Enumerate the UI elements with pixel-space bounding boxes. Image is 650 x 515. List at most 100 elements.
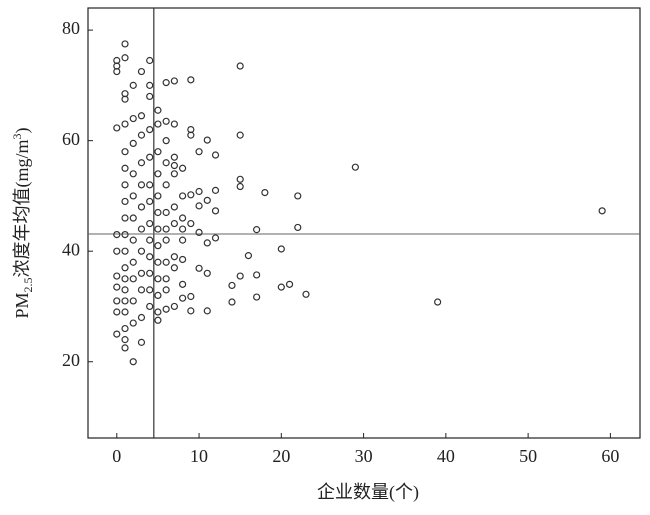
point [113, 124, 121, 132]
point [137, 313, 146, 322]
point [146, 125, 154, 134]
point [121, 148, 129, 156]
x-tick-label: 50 [519, 446, 537, 466]
point [179, 225, 187, 233]
point [170, 203, 178, 211]
point [129, 139, 137, 148]
y-label-part: PM [12, 292, 32, 318]
point [170, 120, 178, 128]
point [146, 253, 154, 261]
point [121, 95, 129, 103]
x-tick-label: 30 [355, 446, 373, 466]
point [137, 67, 146, 76]
point [162, 286, 170, 294]
point [598, 207, 606, 215]
point [203, 136, 211, 144]
point [113, 247, 121, 255]
point [277, 283, 285, 291]
x-axis-label: 企业数量(个) [317, 482, 419, 503]
point [121, 120, 129, 128]
point [146, 197, 154, 206]
plot-frame [87, 7, 641, 439]
point [162, 79, 170, 87]
point [129, 358, 137, 366]
point [146, 219, 154, 228]
point [244, 252, 253, 260]
point [121, 164, 129, 172]
point [129, 258, 137, 266]
point [179, 192, 187, 200]
point [236, 175, 244, 183]
point [154, 225, 162, 233]
point [137, 159, 146, 167]
point [146, 286, 154, 294]
point [121, 275, 129, 283]
point [129, 114, 137, 123]
point [203, 239, 211, 247]
point [154, 291, 162, 300]
point [162, 258, 170, 266]
y-label-sub: 2.5 [21, 277, 35, 292]
point [154, 192, 162, 200]
y-label-part: ) [12, 127, 33, 133]
point [236, 272, 244, 280]
point [121, 308, 129, 316]
point [195, 228, 203, 236]
point [170, 219, 178, 228]
y-tick-label: 60 [62, 129, 80, 149]
x-tick-label: 20 [272, 446, 290, 466]
point [179, 214, 187, 222]
point [179, 255, 187, 264]
point [129, 236, 137, 244]
x-tick-label: 0 [112, 446, 121, 466]
point [162, 305, 170, 313]
point [154, 106, 162, 114]
point [170, 170, 178, 178]
y-tick-label: 20 [62, 350, 80, 370]
point [137, 181, 146, 189]
point [228, 298, 236, 306]
point [179, 280, 187, 288]
point [113, 231, 121, 239]
point [253, 293, 261, 301]
point [121, 297, 129, 305]
point [137, 247, 146, 255]
point [162, 159, 170, 167]
point [195, 148, 203, 156]
point [129, 170, 137, 178]
point [121, 247, 129, 255]
point [146, 181, 154, 189]
point [302, 290, 310, 298]
point [137, 286, 146, 294]
point [187, 307, 195, 315]
point [154, 275, 162, 283]
point [170, 264, 178, 272]
point [137, 269, 146, 277]
point [162, 225, 170, 233]
point [187, 131, 195, 139]
point [277, 245, 285, 253]
point [113, 272, 121, 280]
point [121, 231, 129, 239]
point [195, 264, 203, 272]
point [294, 223, 302, 232]
point [228, 281, 236, 290]
point [236, 131, 244, 139]
point [179, 164, 187, 172]
x-tick-label: 60 [601, 446, 619, 466]
point [261, 189, 269, 197]
point [113, 297, 121, 305]
point [211, 234, 220, 242]
point [146, 153, 154, 161]
point [187, 76, 195, 84]
point [121, 214, 129, 222]
point [154, 308, 162, 316]
point [154, 242, 162, 250]
point [285, 280, 294, 288]
point [203, 196, 211, 204]
point [162, 208, 170, 217]
point [129, 275, 137, 283]
point [253, 271, 261, 279]
point [211, 207, 220, 215]
point [154, 120, 162, 128]
